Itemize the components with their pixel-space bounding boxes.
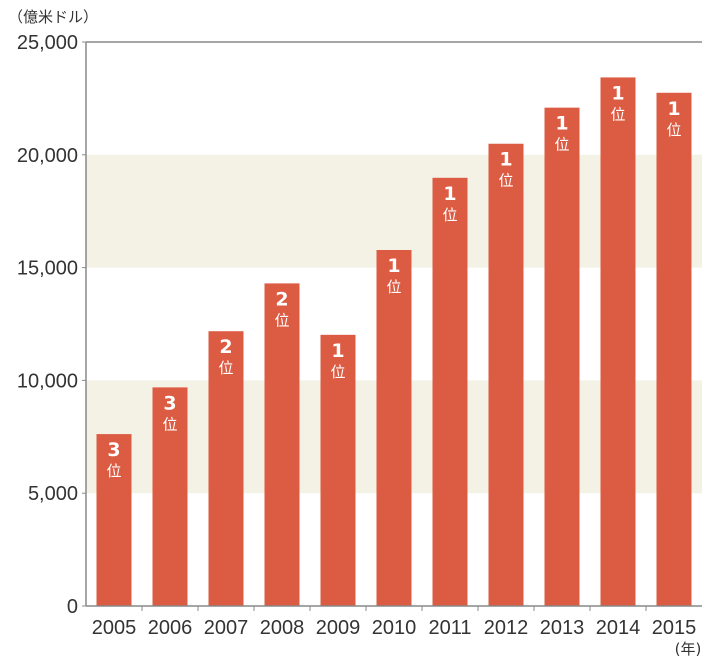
rank-number-2012: 1 xyxy=(499,149,512,171)
bars-group xyxy=(96,77,692,607)
bar-2008 xyxy=(264,283,300,606)
rank-number-2015: 1 xyxy=(667,98,680,120)
y-tick-label: 20,000 xyxy=(17,145,78,167)
x-tick-label: 2013 xyxy=(540,617,585,639)
x-tick-label: 2006 xyxy=(148,617,193,639)
rank-number-2008: 2 xyxy=(275,288,288,310)
bar-2006 xyxy=(152,387,188,606)
y-tick-label: 25,000 xyxy=(17,32,78,54)
y-axis-unit-label: （億米ドル） xyxy=(8,8,98,26)
grid-band xyxy=(86,154,702,268)
bar-2009 xyxy=(320,334,356,606)
rank-number-2010: 1 xyxy=(387,255,400,277)
rank-number-2006: 3 xyxy=(163,392,176,414)
rank-number-2013: 1 xyxy=(555,113,568,135)
rank-number-2005: 3 xyxy=(107,439,120,461)
x-tick-label: 2011 xyxy=(428,617,471,639)
bar-2012 xyxy=(488,143,524,606)
bar-2011 xyxy=(432,177,468,606)
rank-suffix-2005: 位 xyxy=(106,462,121,480)
rank-suffix-2015: 位 xyxy=(666,121,681,139)
rank-number-2007: 2 xyxy=(219,336,232,358)
rank-suffix-2012: 位 xyxy=(498,172,513,190)
axes-group: 0 5,000 10,000 15,000 20,000 25,000 2005 2006 20… xyxy=(17,32,702,639)
y-tick-label: 5,000 xyxy=(28,483,78,505)
x-tick-label: 2007 xyxy=(204,617,249,639)
y-tick-label: 10,000 xyxy=(17,370,78,392)
x-tick-label: 2012 xyxy=(484,617,529,639)
rank-number-2014: 1 xyxy=(611,82,624,104)
rank-number-2011: 1 xyxy=(443,183,456,205)
bar-2014 xyxy=(600,77,636,607)
rank-suffix-2008: 位 xyxy=(274,311,289,329)
x-tick-label: 2008 xyxy=(260,617,305,639)
x-tick-label: 2005 xyxy=(92,617,137,639)
rank-suffix-2006: 位 xyxy=(162,415,177,433)
rank-suffix-2014: 位 xyxy=(610,105,625,123)
y-tick-label: 0 xyxy=(67,596,78,618)
rank-suffix-2013: 位 xyxy=(554,136,569,154)
bar-2010 xyxy=(376,250,412,606)
x-tick-label: 2009 xyxy=(316,617,361,639)
x-tick-label: 2010 xyxy=(372,617,417,639)
rank-suffix-2010: 位 xyxy=(386,278,401,296)
y-tick-label: 15,000 xyxy=(17,258,78,280)
bar-2015 xyxy=(656,92,692,606)
x-axis-unit-label: (年) xyxy=(675,640,702,658)
rank-suffix-2009: 位 xyxy=(330,363,345,381)
x-tick-label: 2015 xyxy=(652,617,697,639)
bar-2005 xyxy=(96,434,132,606)
bar-2007 xyxy=(208,331,244,606)
rank-suffix-2007: 位 xyxy=(218,359,233,377)
rank-suffix-2011: 位 xyxy=(442,206,457,224)
x-tick-label: 2014 xyxy=(596,617,641,639)
bar-2013 xyxy=(544,107,580,606)
rank-number-2009: 1 xyxy=(331,340,344,362)
